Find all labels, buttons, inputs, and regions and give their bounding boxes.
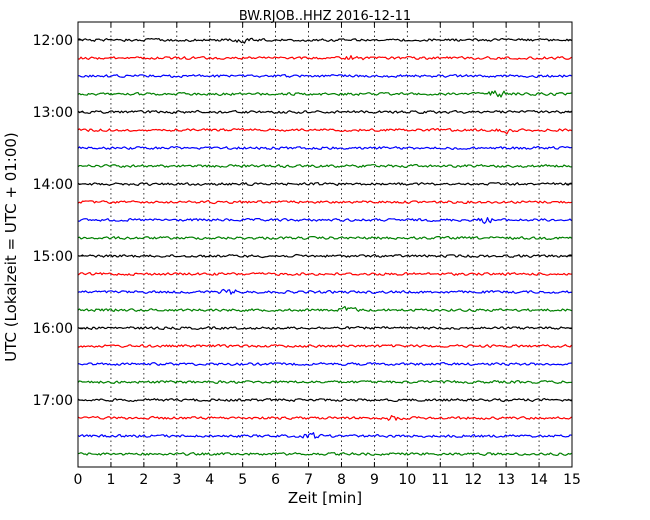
trace-1430 [77, 217, 572, 224]
trace-1445 [77, 235, 572, 240]
x-tick-label: 3 [172, 472, 181, 488]
y-tick-label: 14:00 [33, 177, 73, 193]
x-tick-label: 13 [497, 472, 515, 488]
trace-1515 [77, 271, 572, 276]
trace-1530 [77, 288, 572, 295]
trace-1730 [77, 432, 572, 439]
x-tick-label: 2 [139, 472, 148, 488]
plot-area [78, 22, 572, 467]
y-tick-label: 15:00 [33, 249, 73, 265]
trace-1700 [77, 398, 572, 403]
trace-1600 [77, 325, 572, 331]
x-tick-label: 0 [74, 472, 83, 488]
x-tick-label: 9 [370, 472, 379, 488]
y-tick-label: 13:00 [33, 105, 73, 121]
trace-1330 [77, 145, 572, 151]
x-axis-title: Zeit [min] [288, 489, 362, 507]
y-tick-label: 12:00 [33, 33, 73, 49]
x-tick-label: 10 [398, 472, 416, 488]
x-tick-label: 12 [464, 472, 482, 488]
trace-1315 [77, 127, 572, 135]
trace-1400 [77, 181, 572, 187]
trace-1545 [77, 305, 572, 313]
trace-1630 [77, 361, 572, 367]
x-tick-label: 15 [563, 472, 581, 488]
trace-1500 [77, 253, 572, 259]
x-tick-label: 6 [271, 472, 280, 488]
trace-1715 [77, 415, 572, 421]
trace-1300 [77, 109, 572, 115]
trace-group [77, 37, 572, 457]
y-tick-label: 17:00 [33, 393, 73, 409]
trace-1615 [77, 343, 572, 348]
x-tick-label: 14 [530, 472, 548, 488]
trace-1230 [77, 74, 572, 79]
y-axis-title: UTC (Lokalzeit = UTC + 01:00) [2, 132, 20, 362]
trace-1245 [77, 90, 572, 98]
x-tick-label: 11 [431, 472, 449, 488]
trace-1645 [77, 380, 572, 385]
trace-1415 [77, 199, 572, 205]
chart-title: BW.RJOB..HHZ 2016-12-11 [239, 9, 411, 24]
trace-1745 [77, 452, 572, 457]
trace-1345 [77, 164, 572, 169]
trace-1200 [77, 37, 572, 44]
x-tick-label: 8 [337, 472, 346, 488]
plot-frame [77, 21, 573, 468]
x-axis: 0 1 2 3 4 5 6 7 8 9 10 11 12 13 14 15 [74, 22, 581, 488]
x-tick-label: 5 [238, 472, 247, 488]
x-tick-label: 1 [106, 472, 115, 488]
x-tick-label: 7 [304, 472, 313, 488]
y-tick-label: 16:00 [33, 321, 73, 337]
x-tick-label: 4 [205, 472, 214, 488]
trace-1215 [77, 55, 572, 61]
y-axis: 12:00 13:00 14:00 15:00 16:00 17:00 [33, 33, 572, 409]
